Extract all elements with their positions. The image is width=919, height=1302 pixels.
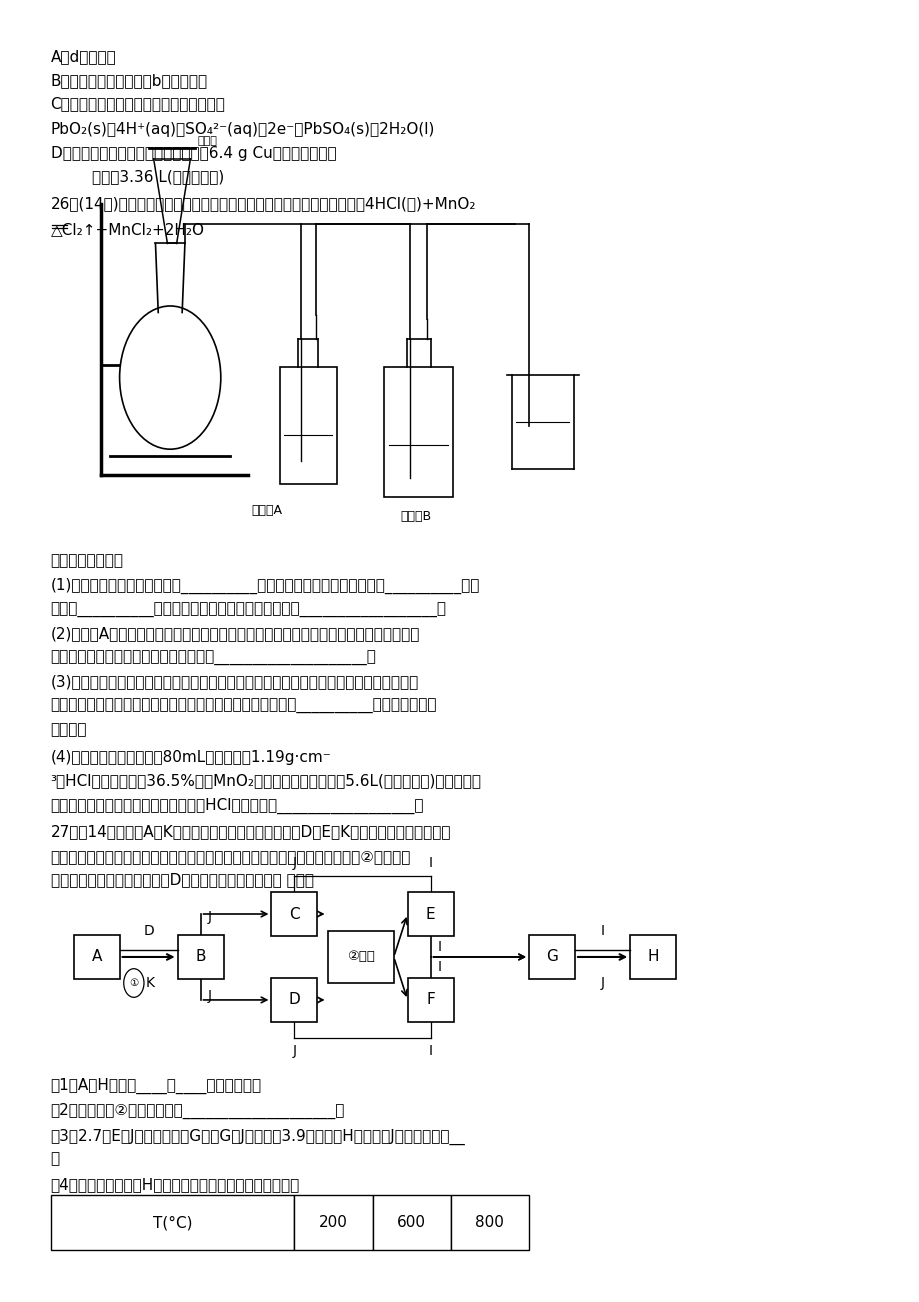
Text: C．放电时铅蓄电池负极的电极反应式为：: C．放电时铅蓄电池负极的电极反应式为： [51, 96, 225, 112]
Text: A．d极为阴极: A．d极为阴极 [51, 49, 116, 65]
Bar [51, 1195, 294, 1250]
Text: 800: 800 [475, 1215, 504, 1230]
Bar [528, 935, 574, 979]
Text: 浓盐酸: 浓盐酸 [198, 135, 218, 146]
Text: 200: 200 [319, 1215, 347, 1230]
Text: I: I [428, 1044, 432, 1057]
Bar [407, 892, 453, 936]
Circle shape [119, 306, 221, 449]
Text: （2）写出反应②的化学方程式____________________。: （2）写出反应②的化学方程式____________________。 [51, 1103, 345, 1118]
Text: 和食盐水中的溶解度则很大），其作用是____________________。: 和食盐水中的溶解度则很大），其作用是____________________。 [51, 651, 376, 667]
Text: 27．（14分）下列A～K是中学化学中的常见物质，其中D、E、K为单质，其余物质为化合: 27．（14分）下列A～K是中学化学中的常见物质，其中D、E、K为单质，其余物质… [51, 824, 450, 840]
Text: D: D [289, 992, 300, 1008]
Text: I: I [410, 987, 414, 1001]
Text: I: I [437, 961, 441, 974]
Text: I: I [410, 913, 414, 927]
Text: G: G [546, 949, 557, 965]
Text: 计算浓盐酸的物质的量浓度和被氧化的HCl的物质的量__________________。: 计算浓盐酸的物质的量浓度和被氧化的HCl的物质的量_______________… [51, 798, 424, 814]
Text: I: I [437, 940, 441, 953]
Bar [74, 935, 119, 979]
Text: H: H [647, 949, 658, 965]
Text: 生气体3.36 L(标准状况下): 生气体3.36 L(标准状况下) [92, 169, 224, 185]
Text: B: B [195, 949, 206, 965]
Text: MnO₂: MnO₂ [129, 365, 159, 375]
Text: E: E [425, 906, 435, 922]
Bar [384, 367, 453, 497]
Text: K: K [146, 976, 154, 990]
Bar [279, 367, 336, 484]
Text: 试回答下列问题：: 试回答下列问题： [51, 553, 123, 569]
Text: J: J [208, 910, 211, 923]
Bar [327, 931, 393, 983]
Text: J: J [292, 1044, 296, 1057]
Text: (2)集气瓶A中盛装的是饱和食盐水（注：氯气在饱和食盐水中溶解度很小，而氯化氢在饱: (2)集气瓶A中盛装的是饱和食盐水（注：氯气在饱和食盐水中溶解度很小，而氯化氢在… [51, 626, 419, 642]
Text: I: I [600, 924, 604, 937]
Text: A: A [91, 949, 102, 965]
Text: （3）2.7克E与J完全反应生成G，若G与J反应生成3.9克不溶物H，则消耗J的物质的量为__: （3）2.7克E与J完全反应生成G，若G与J反应生成3.9克不溶物H，则消耗J的… [51, 1129, 465, 1144]
Text: (1)该反应是氧化还原反应吗？__________，如果是氧化还原反应，请指出__________是氧: (1)该反应是氧化还原反应吗？__________，如果是氧化还原反应，请指出_… [51, 578, 480, 594]
Text: 26．(14分)实验室中所用少量氯气是用下列方法制取的，反应方程式为：4HCl(浓)+MnO₂: 26．(14分)实验室中所用少量氯气是用下列方法制取的，反应方程式为：4HCl(… [51, 197, 476, 212]
Text: D．若四个电极材料均为石墨，当析出6.4 g Cu时，两池中共产: D．若四个电极材料均为石墨，当析出6.4 g Cu时，两池中共产 [51, 146, 335, 161]
Bar [630, 935, 675, 979]
Bar [271, 892, 317, 936]
Text: ②高温: ②高温 [346, 950, 374, 963]
Text: 反应均在水溶液中进行。其中D是工业中最常用的金属。 回答：: 反应均在水溶液中进行。其中D是工业中最常用的金属。 回答： [51, 872, 313, 888]
Text: 集气瓶B: 集气瓶B [400, 510, 431, 523]
Text: T(°C): T(°C) [153, 1215, 192, 1230]
Bar [294, 1195, 372, 1250]
Bar [450, 1195, 528, 1250]
Text: I: I [428, 857, 432, 870]
Text: △Cl₂↑+MnCl₂+2H₂O: △Cl₂↑+MnCl₂+2H₂O [51, 223, 204, 238]
Text: 所以氯气尾气直接排入大气中，会污染环境。实验室中可采用__________溶液来吸收有毒: 所以氯气尾气直接排入大气中，会污染环境。实验室中可采用__________溶液来… [51, 699, 437, 715]
Text: 600: 600 [397, 1215, 425, 1230]
Text: (3)氯气溶入水显酸性，且氯气有毒，并有剧烈的刺激性，若吸入大量氯气，可中毒死亡，: (3)氯气溶入水显酸性，且氯气有毒，并有剧烈的刺激性，若吸入大量氯气，可中毒死亡… [51, 674, 418, 690]
Text: (4)一次实验中，用浓盐酸80mL，其密度为1.19g·cm⁻: (4)一次实验中，用浓盐酸80mL，其密度为1.19g·cm⁻ [51, 750, 331, 766]
Text: 物。这些物质具有下列转化关系（省略了水和部分反应物及生成物），除反应②外，其他: 物。这些物质具有下列转化关系（省略了水和部分反应物及生成物），除反应②外，其他 [51, 849, 411, 865]
Text: C: C [289, 906, 300, 922]
Text: D: D [143, 924, 153, 937]
Text: ³、HCl的质量分数为36.5%，跟MnO₂恰好完全反应，产生了5.6L(标准状况下)的氯气。试: ³、HCl的质量分数为36.5%，跟MnO₂恰好完全反应，产生了5.6L(标准状… [51, 773, 481, 789]
Text: 集气瓶A: 集气瓶A [251, 504, 282, 517]
Bar [177, 935, 223, 979]
Bar [407, 978, 453, 1022]
Text: 化剂，__________是还原剂，写出该反应的离子方程式__________________。: 化剂，__________是还原剂，写出该反应的离子方程式___________… [51, 603, 446, 618]
Bar [372, 1195, 450, 1250]
Bar [271, 978, 317, 1022]
Text: B．若利用甲池精炼铜，b极应为粗铜: B．若利用甲池精炼铜，b极应为粗铜 [51, 73, 208, 89]
Text: J: J [208, 990, 211, 1003]
Text: J: J [292, 857, 296, 870]
Text: F: F [425, 992, 435, 1008]
Text: J: J [600, 976, 604, 990]
Text: 。: 。 [51, 1151, 60, 1167]
Text: PbO₂(s)＋4H⁺(aq)＋SO₄²⁻(aq)＋2e⁻＝PbSO₄(s)＋2H₂O(l): PbO₂(s)＋4H⁺(aq)＋SO₄²⁻(aq)＋2e⁻＝PbSO₄(s)＋2… [51, 122, 435, 138]
Text: ①: ① [129, 978, 139, 988]
Text: （1）A、H分别为____、____（填化学式）: （1）A、H分别为____、____（填化学式） [51, 1078, 261, 1094]
Text: 的氯气。: 的氯气。 [51, 723, 87, 738]
Text: （4）若实验测得无水H在常压条件下不同温度时的密度为：: （4）若实验测得无水H在常压条件下不同温度时的密度为： [51, 1177, 300, 1193]
